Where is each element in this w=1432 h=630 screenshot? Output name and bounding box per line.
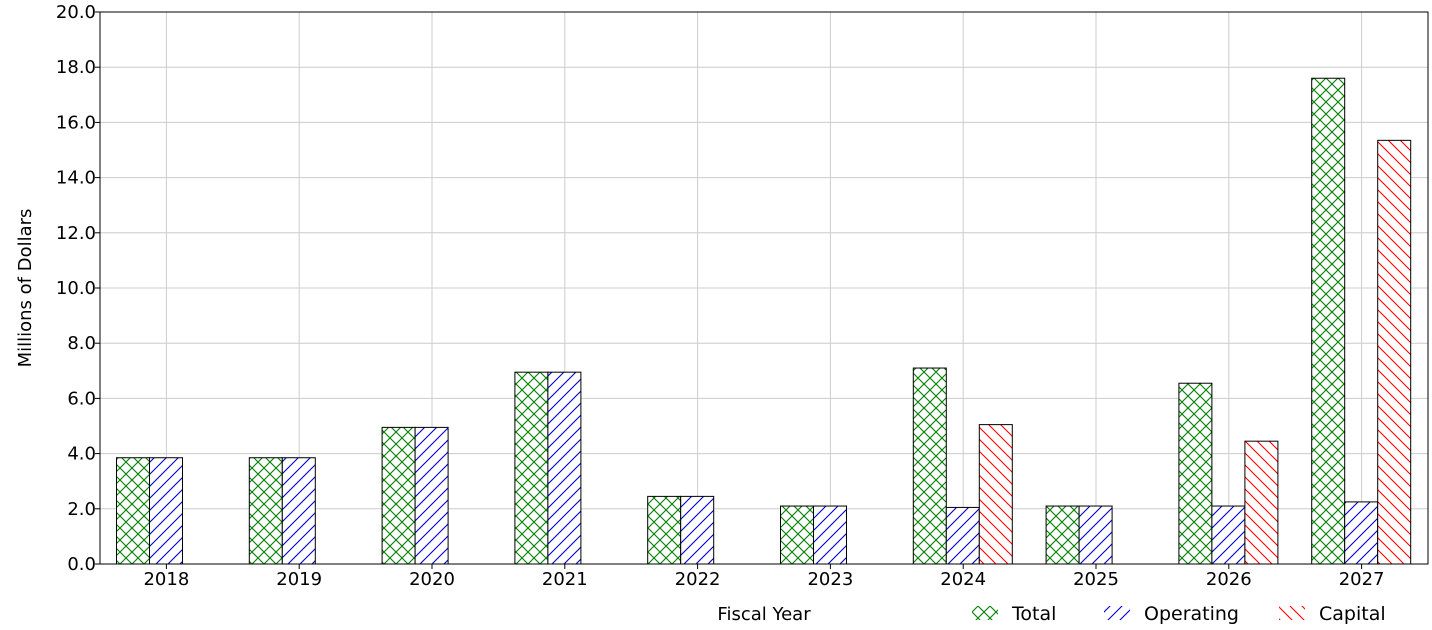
y-tick-label: 18.0 — [56, 57, 96, 78]
bar-total-2027 — [1311, 77, 1346, 565]
bar-capital-2026 — [1244, 440, 1279, 565]
bar-operating-2021 — [547, 371, 582, 565]
bar-operating-2019 — [281, 457, 316, 565]
x-tick-label: 2022 — [675, 569, 721, 590]
x-tick-label: 2018 — [143, 569, 189, 590]
x-tick-label: 2020 — [409, 569, 455, 590]
bar-operating-2023 — [813, 505, 847, 565]
x-tick-label: 2019 — [276, 569, 322, 590]
bar-total-2018 — [116, 457, 150, 565]
legend-label: Operating — [1144, 603, 1239, 625]
y-tick-label: 2.0 — [67, 499, 96, 520]
y-tick-label: 14.0 — [56, 168, 96, 189]
bar-total-2026 — [1178, 382, 1213, 565]
legend-label: Capital — [1319, 603, 1386, 625]
bar-total-2019 — [248, 457, 283, 565]
bars — [116, 77, 1412, 565]
bar-operating-2018 — [149, 457, 183, 565]
bar-total-2020 — [381, 426, 416, 565]
x-tick-label: 2021 — [542, 569, 588, 590]
legend-swatch — [1279, 606, 1305, 620]
y-axis-ticks: 0.0 2.0 4.0 6.0 8.0 10.0 12.0 14.0 16.0 18.0 20.0 — [56, 2, 100, 575]
bar-total-2024 — [912, 367, 947, 565]
legend-item-operating: Operating — [1104, 603, 1239, 625]
y-tick-label: 6.0 — [67, 388, 96, 409]
legend-item-capital: Capital — [1279, 603, 1386, 625]
y-tick-label: 8.0 — [67, 333, 96, 354]
x-tick-label: 2027 — [1339, 569, 1385, 590]
x-tick-label: 2025 — [1073, 569, 1119, 590]
y-tick-label: 16.0 — [56, 112, 96, 133]
x-axis-ticks: 2018 2019 2020 2021 2022 2023 2024 2025 2026 2027 — [143, 564, 1385, 590]
bar-capital-2027 — [1377, 139, 1412, 565]
y-tick-label: 20.0 — [56, 2, 96, 23]
y-tick-label: 10.0 — [56, 278, 96, 299]
legend: Total Operating Capital — [972, 603, 1386, 625]
legend-item-total: Total — [972, 603, 1056, 625]
bar-total-2025 — [1045, 505, 1080, 565]
bar-capital-2024 — [978, 424, 1013, 565]
y-axis-title: Millions of Dollars — [15, 209, 36, 368]
bar-total-2021 — [514, 371, 549, 565]
legend-swatch — [1104, 606, 1130, 620]
legend-label: Total — [1011, 603, 1056, 625]
bar-operating-2022 — [680, 495, 715, 565]
bar-operating-2024 — [945, 506, 980, 565]
x-tick-label: 2023 — [807, 569, 853, 590]
bar-total-2022 — [647, 495, 682, 565]
bar-operating-2026 — [1211, 505, 1246, 565]
bar-operating-2027 — [1344, 501, 1379, 565]
y-tick-label: 4.0 — [67, 444, 96, 465]
bar-total-2023 — [780, 505, 814, 565]
bar-operating-2025 — [1078, 505, 1113, 565]
x-tick-label: 2026 — [1206, 569, 1252, 590]
legend-swatch — [972, 606, 998, 620]
x-axis-title: Fiscal Year — [717, 604, 811, 625]
y-tick-label: 0.0 — [67, 554, 96, 575]
bar-operating-2020 — [414, 426, 449, 565]
x-tick-label: 2024 — [940, 569, 986, 590]
y-tick-label: 12.0 — [56, 223, 96, 244]
